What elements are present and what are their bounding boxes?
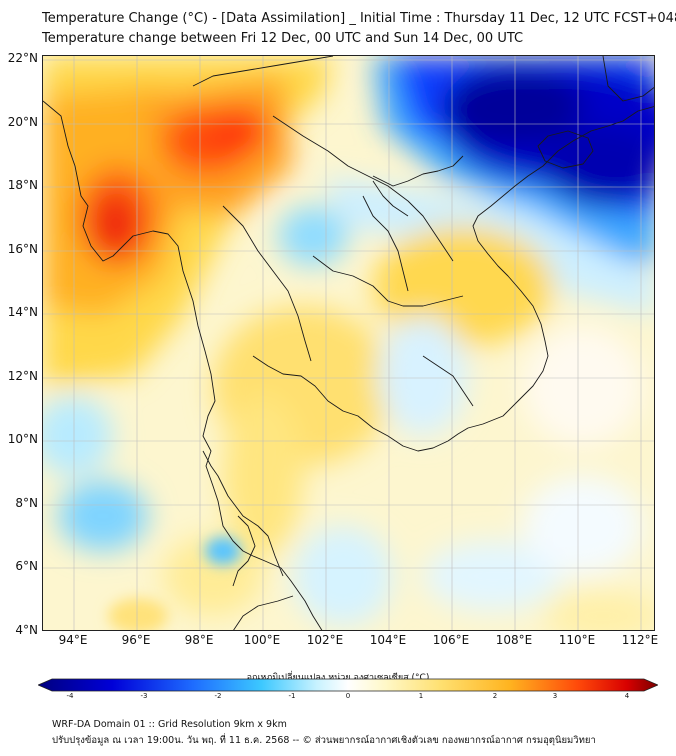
lon-label: 112°E (621, 633, 659, 647)
lon-label: 110°E (558, 633, 596, 647)
lat-label: 20°N (7, 115, 38, 129)
lat-label: 18°N (7, 178, 38, 192)
lon-label: 106°E (432, 633, 470, 647)
lon-label: 98°E (184, 633, 214, 647)
lat-label: 8°N (15, 496, 38, 510)
footer-credit: ปรับปรุงข้อมูล ณ เวลา 19:00น. วัน พฤ. ที… (52, 735, 596, 746)
colorbar-tick: -2 (214, 692, 222, 700)
graticule (43, 56, 654, 630)
lat-label: 6°N (15, 559, 38, 573)
colorbar-title: อุณหภูมิเปลี่ยนแปลง หน่วย องศาเซลเซียส (… (246, 673, 430, 683)
colorbar-ramp (38, 678, 658, 692)
colorbar-tick: -1 (288, 692, 296, 700)
lat-label: 14°N (7, 305, 38, 319)
lon-label: 102°E (306, 633, 344, 647)
colorbar-tick: -4 (66, 692, 74, 700)
map-subtitle: Temperature change between Fri 12 Dec, 0… (42, 31, 524, 46)
lon-label: 108°E (495, 633, 533, 647)
lon-label: 104°E (369, 633, 407, 647)
map-title: Temperature Change (°C) - [Data Assimila… (42, 11, 676, 26)
lon-label: 100°E (243, 633, 281, 647)
coastlines (43, 56, 654, 630)
lat-label: 22°N (7, 51, 38, 65)
temperature-field (43, 56, 654, 630)
lat-label: 10°N (7, 432, 38, 446)
colorbar-tick: 2 (492, 692, 498, 700)
lon-label: 96°E (121, 633, 151, 647)
colorbar-tick: 4 (624, 692, 630, 700)
lat-label: 4°N (15, 623, 38, 637)
colorbar-tick: -3 (140, 692, 148, 700)
lat-label: 16°N (7, 242, 38, 256)
map-canvas (43, 56, 654, 630)
lat-label: 12°N (7, 369, 38, 383)
temperature-change-map (42, 55, 655, 631)
colorbar-tick: 3 (552, 692, 558, 700)
colorbar-tick: 0 (345, 692, 351, 700)
footer-model-info: WRF-DA Domain 01 :: Grid Resolution 9km … (52, 719, 287, 730)
colorbar (38, 678, 658, 692)
colorbar-tick: 1 (418, 692, 424, 700)
lon-label: 94°E (58, 633, 88, 647)
